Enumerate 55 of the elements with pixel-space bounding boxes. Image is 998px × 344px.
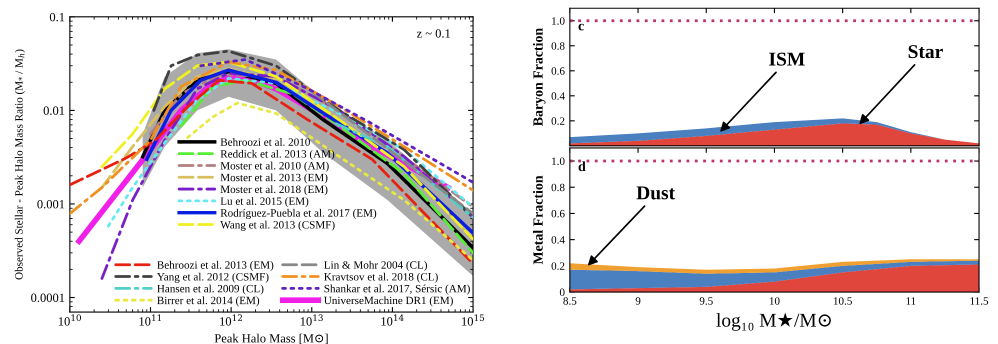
y-tick-label: 0.1 (50, 12, 64, 22)
y-tick-label: 0.01 (44, 106, 64, 115)
legend-label: Rodríguez-Puebla et al. 2017 (EM) (220, 208, 376, 219)
legend-label: Kravtsov et al. 2018 (CL) (324, 272, 438, 283)
y-axis-title: Observed Stellar - Peak Halo Mass Ratio (M$_{*}$ / M$_{h}$) (14, 49, 25, 280)
x-axis-title: log₁₀ M★/M⊙ (716, 312, 831, 331)
annotation: d (578, 161, 586, 172)
legend-label: Behroozi et al. 2013 (EM) (157, 260, 274, 271)
annotation: Star (908, 45, 943, 58)
legend-label: Wang et al. 2013 (CSMF) (220, 220, 335, 231)
annotation: Dust (636, 186, 676, 200)
legend-label: Moster et al. 2010 (AM) (220, 162, 329, 172)
legend-label: Birrer et al. 2014 (EM) (157, 296, 260, 306)
x-tick-label: 10 (770, 297, 780, 305)
x-tick-label: 8.5 (563, 297, 576, 305)
legend-label: Reddick et al. 2013 (AM) (220, 150, 334, 160)
legend-label: Moster et al. 2013 (EM) (220, 173, 328, 184)
y-axis-title: Metal Fraction (532, 176, 543, 264)
y-tick-label: 0.001 (37, 200, 64, 208)
annotation: c (578, 24, 584, 30)
annotation: ISM (769, 52, 805, 66)
x-tick-label: 11 (906, 297, 916, 305)
x-tick-label: 10$^{13}$ (300, 314, 323, 326)
y-axis-title: Baryon Fraction (532, 28, 546, 126)
legend-label: Yang et al. 2012 (CSMF) (156, 272, 269, 283)
x-axis-title: Peak Halo Mass [M⊙] (214, 334, 328, 344)
y-tick-label: 0 (560, 288, 565, 296)
legend-label: Lin & Mohr 2004 (CL) (324, 260, 427, 271)
x-tick-label: 10$^{14}$ (381, 314, 404, 326)
x-tick-label: 9.5 (700, 297, 713, 305)
x-tick-label: 10.5 (834, 297, 852, 305)
y-tick-label: 0.4 (552, 236, 565, 244)
x-tick-label: 10$^{10}$ (58, 314, 81, 326)
y-tick-label: 1.0 (552, 17, 565, 25)
y-tick-label: 0.8 (552, 42, 565, 50)
x-tick-label: 10$^{11}$ (140, 314, 161, 326)
y-tick-label: 0.6 (552, 67, 565, 75)
y-tick-label: 0.4 (552, 92, 565, 100)
x-tick-label: 10$^{15}$ (462, 314, 484, 326)
legend-label: Lu et al. 2015 (EM) (220, 197, 308, 208)
legend-label: UniverseMachine DR1 (EM) (324, 296, 453, 306)
legend-label: Hansen et al. 2009 (CL) (157, 284, 264, 295)
x-tick-label: 11.5 (970, 297, 988, 305)
legend-label: Moster et al. 2018 (EM) (220, 185, 328, 196)
annotation: z ~ 0.1 (416, 29, 450, 38)
y-tick-label: 1.0 (552, 157, 565, 166)
y-tick-label: 0.0001 (31, 294, 64, 302)
y-tick-label: 0.2 (552, 117, 564, 125)
y-tick-label: 0.8 (552, 184, 565, 192)
legend-label: Behroozi et al. 2010 (220, 138, 310, 146)
x-tick-label: 9 (636, 297, 640, 305)
legend-label: Shankar et al. 2017, Sérsic (AM) (324, 284, 470, 295)
x-tick-label: 10$^{12}$ (220, 314, 242, 326)
y-tick-label: 0.6 (552, 210, 565, 218)
y-tick-label: 0.2 (552, 262, 564, 270)
